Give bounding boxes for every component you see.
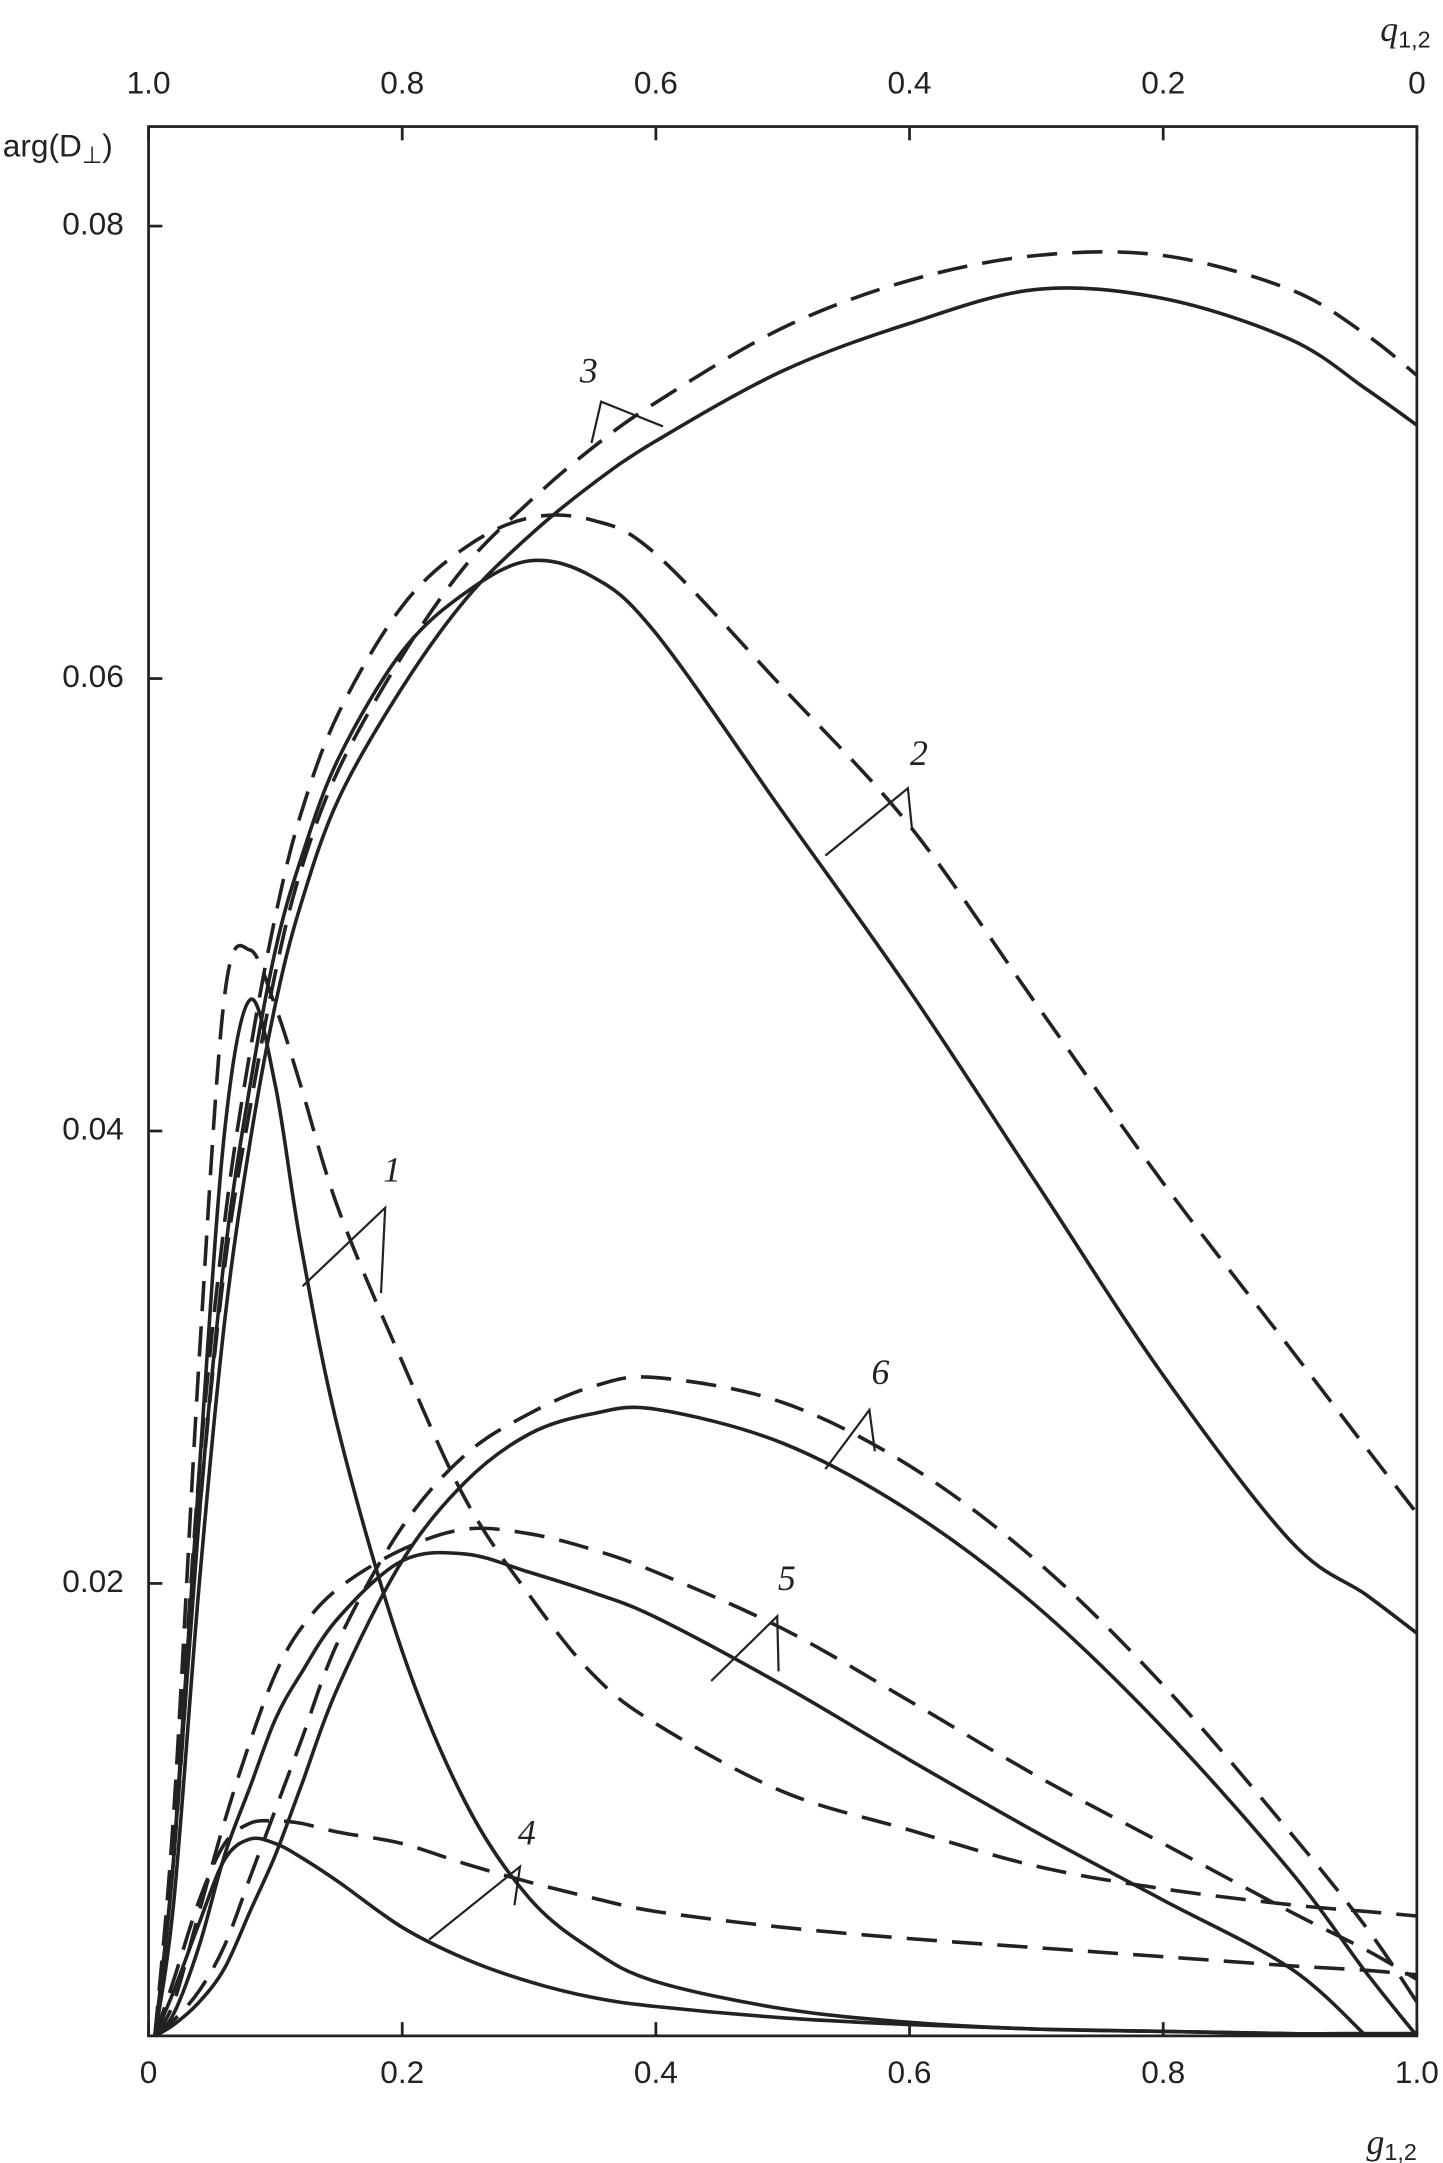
dashed-line (153, 1526, 1418, 2037)
x2-tick-label: 0 (1408, 65, 1426, 101)
curve-label: 2 (910, 733, 928, 773)
leader-line (824, 786, 914, 857)
curve-label: 3 (579, 350, 598, 390)
curve-label: 4 (518, 1813, 536, 1853)
x-tick-label: 0 (140, 2054, 158, 2090)
solid-line (153, 1405, 1419, 2038)
curve-label: 6 (871, 1352, 889, 1392)
y-tick-label: 0.08 (62, 205, 124, 241)
dashed-line (153, 943, 1418, 2037)
x2-axis-label: q1,2 (1380, 9, 1430, 52)
y-label-symbol: arg(D (3, 128, 82, 164)
leader-line (301, 1205, 387, 1294)
solid-line (153, 1550, 1368, 2038)
x2-label-symbol: q (1380, 9, 1398, 49)
x-axis-label: g1,2 (1366, 2122, 1416, 2163)
solid-line (153, 558, 1418, 2037)
y-tick-label: 0.02 (62, 1563, 124, 1599)
x2-tick-label: 0.2 (1141, 65, 1185, 101)
dashed-line (153, 1375, 1419, 2038)
leader-line (710, 1613, 780, 1682)
y-tick-label: 0.06 (62, 658, 124, 694)
x-label-symbol: g (1366, 2122, 1384, 2162)
dashed-line (153, 1818, 1418, 2037)
x-tick-label: 0.4 (634, 2054, 678, 2090)
solid-line (153, 1836, 1417, 2037)
solid-line (153, 997, 1417, 2037)
curve-label: 5 (778, 1558, 796, 1598)
plot-frame (147, 125, 1419, 2038)
x2-tick-label: 0.8 (380, 65, 424, 101)
x2-tick-label: 1.0 (127, 65, 171, 101)
curve-label: 1 (383, 1150, 401, 1190)
x-tick-label: 1.0 (1395, 2054, 1439, 2090)
x-label-subscript: 1,2 (1384, 2139, 1417, 2163)
dashed-line (153, 250, 1418, 2037)
x-tick-label: 0.6 (888, 2054, 932, 2090)
x-tick-label: 0.2 (380, 2054, 424, 2090)
y-tick-label: 0.04 (62, 1110, 124, 1146)
leader-line (428, 1864, 522, 1941)
solid-line (153, 286, 1418, 2037)
dashed-line (153, 513, 1419, 2037)
x2-tick-label: 0.4 (888, 65, 932, 101)
y-label-suffix: ) (102, 128, 113, 164)
x-tick-label: 0.8 (1141, 2054, 1185, 2090)
x2-tick-label: 0.6 (634, 65, 678, 101)
leader-line (824, 1407, 876, 1470)
x2-label-subscript: 1,2 (1398, 26, 1431, 52)
leader-line (590, 400, 664, 444)
y-axis-label: arg(D⊥) (3, 128, 113, 168)
y-label-subscript: ⊥ (82, 142, 102, 168)
